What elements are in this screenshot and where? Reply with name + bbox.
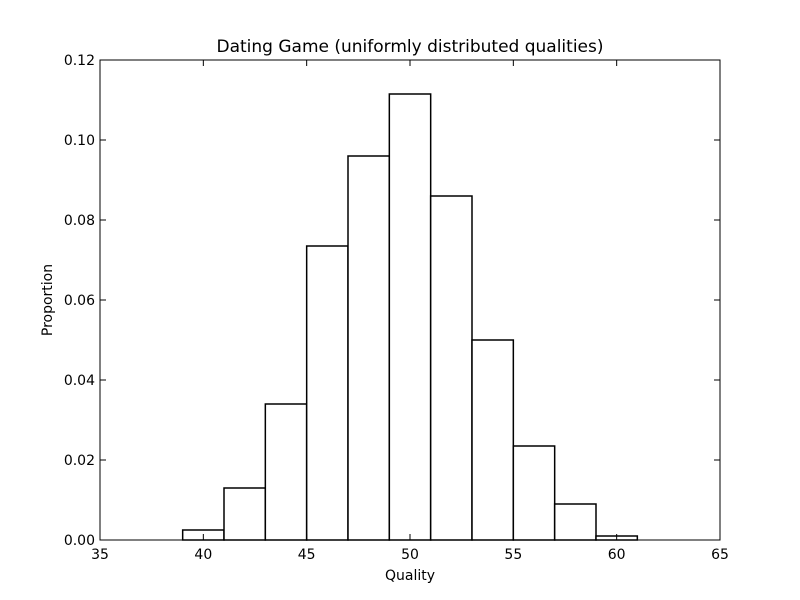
y-tick-label: 0.08 xyxy=(64,213,95,229)
histogram-bar xyxy=(388,93,432,541)
histogram-bar xyxy=(223,487,267,541)
histogram-bar xyxy=(305,245,349,541)
x-axis-label: Quality xyxy=(385,568,435,584)
ticks-group: 35 40 45 50 55 60 65 0.00 0.02 0.04 0.06 0.08 0.10 0.… xyxy=(64,53,729,563)
plot-frame xyxy=(99,59,721,541)
x-tick-label: 45 xyxy=(298,547,316,563)
y-tick-label: 0.06 xyxy=(64,293,95,309)
y-axis-label: Proportion xyxy=(40,264,56,336)
histogram-bar xyxy=(347,155,391,541)
y-tick-label: 0.00 xyxy=(64,533,95,549)
histogram-bar xyxy=(471,339,515,541)
histogram-bar xyxy=(512,445,556,541)
bars-group xyxy=(181,93,639,541)
histogram-bar xyxy=(553,503,597,541)
y-tick-label: 0.10 xyxy=(64,133,95,149)
y-tick-label: 0.12 xyxy=(64,53,95,69)
x-tick-label: 55 xyxy=(504,547,522,563)
x-tick-label: 40 xyxy=(194,547,212,563)
x-tick-label: 50 xyxy=(401,547,419,563)
x-tick-label: 60 xyxy=(608,547,626,563)
histogram-bar xyxy=(264,403,308,541)
histogram-bar xyxy=(429,195,473,541)
x-tick-label: 65 xyxy=(711,547,729,563)
y-tick-label: 0.02 xyxy=(64,453,95,469)
y-tick-label: 0.04 xyxy=(64,373,95,389)
chart-title: Dating Game (uniformly distributed quali… xyxy=(216,37,603,57)
x-tick-label: 35 xyxy=(91,547,109,563)
